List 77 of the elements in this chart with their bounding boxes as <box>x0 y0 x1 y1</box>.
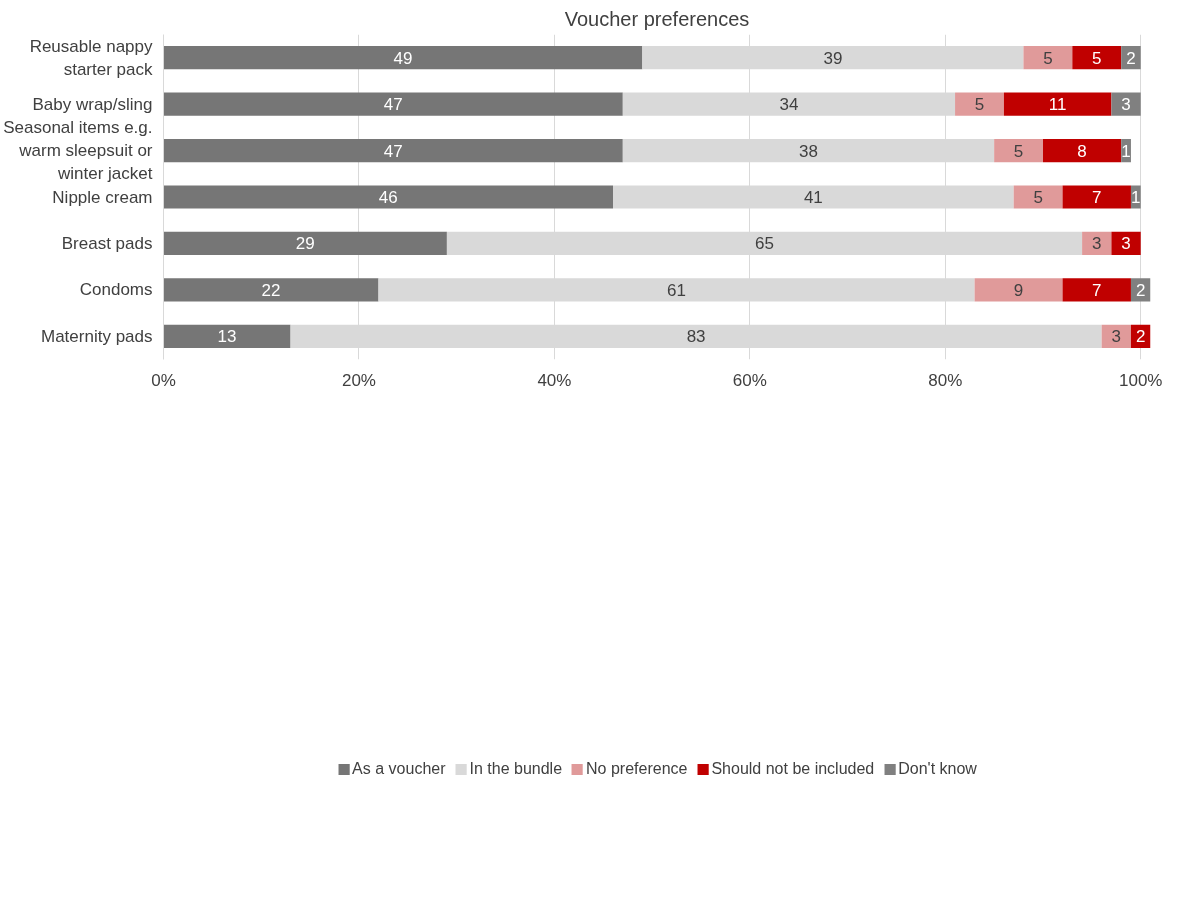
data-label: 8 <box>1077 141 1087 161</box>
bar <box>1111 92 1141 116</box>
legend-label: No preference <box>586 759 688 778</box>
bar <box>642 46 1024 70</box>
bar <box>163 138 623 163</box>
bar <box>994 138 1044 163</box>
x-tick-label: 40% <box>537 370 572 390</box>
x-tick-label: 100% <box>1118 370 1163 390</box>
bar <box>163 46 643 70</box>
bar <box>1062 185 1131 209</box>
data-label: 7 <box>1092 188 1102 207</box>
legend-label: In the bundle <box>469 759 563 778</box>
bar <box>1003 92 1112 116</box>
data-label: 5 <box>974 95 985 115</box>
data-label: 2 <box>1126 48 1136 68</box>
data-label: 22 <box>261 280 281 300</box>
data-label: 65 <box>755 234 774 254</box>
y-tick-label: Condoms <box>79 280 153 300</box>
data-label: 2 <box>1136 327 1146 347</box>
bar <box>163 278 379 302</box>
y-tick-label: Nipple cream <box>52 187 153 207</box>
bar <box>622 92 956 116</box>
bar <box>163 92 623 116</box>
bar <box>1013 185 1063 209</box>
data-label: 5 <box>1092 48 1102 68</box>
data-label: 29 <box>295 234 315 254</box>
bar <box>613 185 1014 209</box>
data-label: 1 <box>1131 188 1141 207</box>
data-label: 46 <box>378 188 398 207</box>
bar <box>163 185 614 209</box>
y-tick-label: Breast pads <box>61 233 153 253</box>
data-label: 7 <box>1092 280 1102 300</box>
data-label: 3 <box>1121 95 1131 115</box>
data-label: 41 <box>803 188 823 207</box>
legend-label: As a voucher <box>352 759 446 778</box>
data-label: 1 <box>1121 141 1131 161</box>
data-label: 49 <box>393 48 413 68</box>
data-label: 9 <box>1013 280 1024 300</box>
x-tick-label: 80% <box>928 370 963 390</box>
data-label: 11 <box>1048 95 1067 115</box>
bar <box>1111 231 1141 256</box>
legend-label: Don't know <box>898 759 977 778</box>
data-label: 34 <box>779 95 799 115</box>
bar <box>163 231 447 256</box>
data-label: 5 <box>1013 141 1024 161</box>
bar <box>974 278 1063 302</box>
x-tick-label: 20% <box>341 370 376 390</box>
y-tick-label: Maternity pads <box>41 326 153 346</box>
chart-title: Voucher preferences <box>564 7 750 30</box>
legend-label: Should not be included <box>711 759 875 778</box>
bar <box>1043 138 1122 163</box>
data-label: 3 <box>1121 234 1131 254</box>
bar <box>955 92 1004 116</box>
data-label: 5 <box>1043 48 1053 68</box>
data-label: 38 <box>799 141 818 161</box>
data-label: 3 <box>1092 234 1102 254</box>
data-label: 83 <box>686 327 706 347</box>
data-label: 39 <box>823 48 843 68</box>
bar <box>378 278 975 302</box>
data-label: 3 <box>1111 327 1122 347</box>
bar <box>163 324 291 348</box>
y-tick-label: Seasonal items e.g. warm sleepsuit or winter jacket <box>3 118 153 183</box>
bar <box>1072 46 1122 70</box>
bar <box>446 231 1083 256</box>
data-label: 61 <box>667 280 687 300</box>
data-label: 2 <box>1136 280 1146 300</box>
y-tick-label: Reusable nappy starter pack <box>29 36 153 79</box>
bar <box>1023 46 1073 70</box>
data-label: 13 <box>217 327 237 347</box>
bar <box>1062 278 1131 302</box>
x-tick-label: 60% <box>732 370 767 390</box>
x-tick-label: 0% <box>151 370 176 390</box>
data-label: 5 <box>1033 188 1043 207</box>
data-label: 47 <box>383 141 403 161</box>
data-label: 47 <box>383 95 403 115</box>
y-tick-label: Baby wrap/sling <box>32 94 153 114</box>
bar <box>622 138 995 163</box>
